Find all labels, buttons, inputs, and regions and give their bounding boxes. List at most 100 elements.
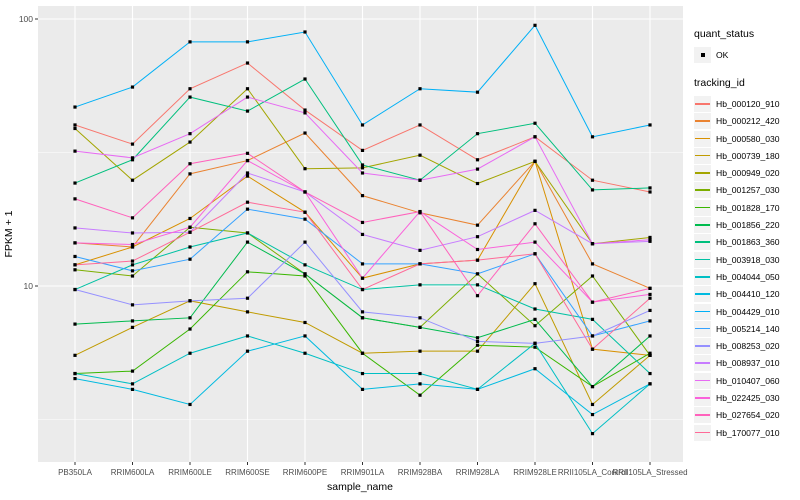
x-tick-label: RRIM600LE [168,468,212,477]
data-point [303,272,307,276]
data-point [590,262,595,266]
data-point [245,231,250,235]
x-tick-label: RRIM928LA [456,468,500,477]
data-point [73,371,77,376]
data-point [590,384,595,389]
data-point [245,171,250,175]
legend-item-label: Hb_000120_910 [716,98,780,109]
data-point [590,317,595,321]
data-point [130,382,135,386]
legend-item-Hb_004044_050: Hb_004044_050 [694,268,798,285]
legend-item-label: Hb_000739_180 [716,150,780,161]
tracking-id-legend-title: tracking_id [694,77,745,90]
x-tick-label: RRII105LA_Stressed [612,468,687,477]
line-key-icon [694,113,711,130]
data-point [590,274,595,278]
data-point [130,274,135,278]
data-point [130,369,135,373]
data-point [303,217,307,221]
data-point [245,95,250,99]
data-point [188,402,192,407]
data-point [590,188,595,192]
data-point [73,123,77,127]
legend-item-label: Hb_022425_030 [716,392,780,403]
legend-item-ok: OK [694,46,798,63]
data-point [245,174,250,178]
data-point [303,167,307,171]
data-point [73,105,77,109]
data-point [648,319,652,323]
data-point [130,263,135,267]
data-point [130,269,135,273]
data-point [475,387,480,391]
data-point [648,371,652,376]
legend-item-Hb_004429_010: Hb_004429_010 [694,303,798,320]
data-point [360,371,365,376]
data-point [360,232,365,237]
data-point [648,296,652,300]
line-key-icon [694,303,711,320]
data-point [533,282,537,286]
data-point [303,240,307,244]
data-point [303,274,307,278]
data-point [188,140,192,144]
line-key-icon [694,130,711,147]
data-point [648,286,652,290]
legend-item-Hb_003918_030: Hb_003918_030 [694,251,798,268]
data-point [130,156,135,160]
data-point [648,190,652,194]
data-point [130,259,135,263]
data-point [245,207,250,211]
legend-item-Hb_008937_010: Hb_008937_010 [694,355,798,372]
legend-item-label: Hb_001828_170 [716,202,780,213]
legend-item-Hb_000120_910: Hb_000120_910 [694,95,798,112]
data-point [533,345,537,349]
data-point [475,247,480,252]
data-point [303,263,307,267]
data-point [590,242,595,246]
x-tick-label: PB350LA [58,468,92,477]
data-point [475,90,480,94]
data-point [648,382,652,386]
line-key-icon [694,286,711,303]
legend-item-Hb_000739_180: Hb_000739_180 [694,147,798,164]
data-point [533,307,537,311]
legend-item-label: Hb_008937_010 [716,358,780,369]
data-point [360,262,365,266]
data-point [73,226,77,230]
line-key-icon [694,320,711,337]
line-key-icon [694,389,711,406]
legend-item-Hb_001863_360: Hb_001863_360 [694,234,798,251]
y-tick-label: 100 [19,14,33,24]
data-point [188,225,192,229]
data-point [475,343,480,347]
data-point [418,209,422,214]
data-point [418,371,422,376]
legend-item-Hb_010407_060: Hb_010407_060 [694,372,798,389]
legend-item-label: OK [716,49,729,60]
data-point [303,77,307,81]
data-point [245,151,250,155]
line-key-icon [694,372,711,389]
data-point [590,300,595,304]
line-key-icon [694,338,711,355]
data-point [418,325,422,329]
data-point [475,158,480,162]
data-point [360,316,365,320]
data-point [533,252,537,256]
legend-item-label: Hb_004410_120 [716,289,780,300]
legend-item-label: Hb_000580_030 [716,133,780,144]
data-point [245,310,250,314]
tracking-id-legend: tracking_id Hb_000120_910 Hb_000212_420 Hb… [694,77,798,441]
data-point [73,181,77,185]
data-point [533,135,537,139]
data-point [360,220,365,225]
data-point [73,287,77,292]
data-point [648,292,652,297]
data-point [418,262,422,266]
data-point [590,402,595,407]
data-point [533,324,537,328]
legend-item-Hb_000212_420: Hb_000212_420 [694,113,798,130]
line-key-icon [694,165,711,182]
line-key-icon [694,251,711,268]
